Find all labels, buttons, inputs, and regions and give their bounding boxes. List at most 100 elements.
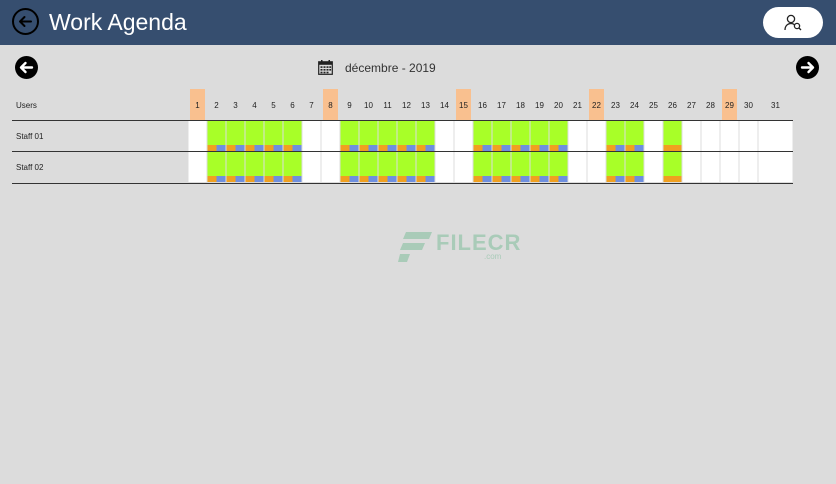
day-header-4[interactable]: 4: [252, 101, 257, 110]
agenda-cell-1-5[interactable]: [264, 121, 283, 151]
agenda-cell-2-4[interactable]: [245, 152, 264, 182]
day-header-5[interactable]: 5: [271, 101, 276, 110]
agenda-cell-2-9[interactable]: [340, 152, 359, 182]
agenda-cell-2-7[interactable]: [302, 152, 321, 182]
watermark: FILECR .com: [398, 230, 520, 268]
day-header-29[interactable]: 29: [725, 101, 734, 110]
agenda-cell-1-23[interactable]: [606, 121, 625, 151]
day-header-21[interactable]: 21: [573, 101, 582, 110]
day-header-20[interactable]: 20: [554, 101, 563, 110]
agenda-cell-1-24[interactable]: [625, 121, 644, 151]
day-header-31[interactable]: 31: [771, 101, 780, 110]
agenda-cell-1-16[interactable]: [473, 121, 492, 151]
day-header-12[interactable]: 12: [402, 101, 411, 110]
agenda-cell-2-22[interactable]: [587, 152, 606, 182]
agenda-cell-1-30[interactable]: [739, 121, 758, 151]
day-header-11[interactable]: 11: [383, 101, 392, 110]
day-header-15[interactable]: 15: [459, 101, 468, 110]
day-header-19[interactable]: 19: [535, 101, 544, 110]
agenda-cell-2-23[interactable]: [606, 152, 625, 182]
agenda-cell-2-27[interactable]: [682, 152, 701, 182]
agenda-cell-1-3[interactable]: [226, 121, 245, 151]
agenda-cell-1-18[interactable]: [511, 121, 530, 151]
agenda-cell-2-12[interactable]: [397, 152, 416, 182]
day-header-10[interactable]: 10: [364, 101, 373, 110]
agenda-cell-2-11[interactable]: [378, 152, 397, 182]
agenda-cell-1-25[interactable]: [644, 121, 663, 151]
agenda-cell-1-7[interactable]: [302, 121, 321, 151]
agenda-cell-2-28[interactable]: [701, 152, 720, 182]
agenda-cell-2-14[interactable]: [435, 152, 454, 182]
agenda-cell-1-31[interactable]: [758, 121, 793, 151]
agenda-cell-1-11[interactable]: [378, 121, 397, 151]
agenda-cell-1-1[interactable]: [188, 121, 207, 151]
agenda-cell-2-16[interactable]: [473, 152, 492, 182]
day-header-13[interactable]: 13: [421, 101, 430, 110]
agenda-cell-2-17[interactable]: [492, 152, 511, 182]
day-header-22[interactable]: 22: [592, 101, 601, 110]
day-header-8[interactable]: 8: [328, 101, 333, 110]
agenda-cell-1-20[interactable]: [549, 121, 568, 151]
day-header-2[interactable]: 2: [214, 101, 219, 110]
agenda-cell-1-12[interactable]: [397, 121, 416, 151]
agenda-cell-1-29[interactable]: [720, 121, 739, 151]
agenda-cell-2-21[interactable]: [568, 152, 587, 182]
agenda-cell-2-18[interactable]: [511, 152, 530, 182]
agenda-cell-2-24[interactable]: [625, 152, 644, 182]
slot-orange: [245, 145, 255, 151]
agenda-cell-2-29[interactable]: [720, 152, 739, 182]
agenda-cell-1-28[interactable]: [701, 121, 720, 151]
agenda-cell-2-31[interactable]: [758, 152, 793, 182]
day-header-9[interactable]: 9: [347, 101, 352, 110]
day-header-28[interactable]: 28: [706, 101, 715, 110]
agenda-cell-1-27[interactable]: [682, 121, 701, 151]
day-header-17[interactable]: 17: [497, 101, 506, 110]
agenda-cell-1-13[interactable]: [416, 121, 435, 151]
back-button[interactable]: [12, 8, 39, 35]
agenda-cell-2-13[interactable]: [416, 152, 435, 182]
agenda-cell-1-6[interactable]: [283, 121, 302, 151]
day-header-1[interactable]: 1: [195, 101, 200, 110]
day-header-14[interactable]: 14: [440, 101, 449, 110]
agenda-cell-1-9[interactable]: [340, 121, 359, 151]
day-header-3[interactable]: 3: [233, 101, 238, 110]
agenda-cell-2-3[interactable]: [226, 152, 245, 182]
agenda-cell-2-15[interactable]: [454, 152, 473, 182]
day-header-25[interactable]: 25: [649, 101, 658, 110]
day-header-24[interactable]: 24: [630, 101, 639, 110]
day-header-18[interactable]: 18: [516, 101, 525, 110]
day-header-7[interactable]: 7: [309, 101, 314, 110]
agenda-cell-1-19[interactable]: [530, 121, 549, 151]
slot-orange: [397, 145, 407, 151]
day-header-23[interactable]: 23: [611, 101, 620, 110]
day-header-26[interactable]: 26: [668, 101, 677, 110]
agenda-cell-2-1[interactable]: [188, 152, 207, 182]
agenda-cell-2-30[interactable]: [739, 152, 758, 182]
agenda-cell-2-5[interactable]: [264, 152, 283, 182]
agenda-cell-1-15[interactable]: [454, 121, 473, 151]
agenda-cell-1-21[interactable]: [568, 121, 587, 151]
agenda-cell-1-26[interactable]: [663, 121, 682, 151]
agenda-cell-2-20[interactable]: [549, 152, 568, 182]
next-month-button[interactable]: [796, 56, 819, 79]
agenda-cell-2-25[interactable]: [644, 152, 663, 182]
day-header-16[interactable]: 16: [478, 101, 487, 110]
agenda-cell-2-26[interactable]: [663, 152, 682, 182]
agenda-cell-1-8[interactable]: [321, 121, 340, 151]
day-header-30[interactable]: 30: [744, 101, 753, 110]
previous-month-button[interactable]: [15, 56, 38, 79]
agenda-cell-1-22[interactable]: [587, 121, 606, 151]
agenda-cell-1-14[interactable]: [435, 121, 454, 151]
agenda-cell-1-4[interactable]: [245, 121, 264, 151]
day-header-27[interactable]: 27: [687, 101, 696, 110]
agenda-cell-2-10[interactable]: [359, 152, 378, 182]
agenda-cell-2-6[interactable]: [283, 152, 302, 182]
agenda-cell-2-8[interactable]: [321, 152, 340, 182]
agenda-cell-1-17[interactable]: [492, 121, 511, 151]
agenda-cell-1-10[interactable]: [359, 121, 378, 151]
day-header-6[interactable]: 6: [290, 101, 295, 110]
agenda-cell-2-19[interactable]: [530, 152, 549, 182]
user-search-button[interactable]: [763, 7, 823, 38]
agenda-cell-1-2[interactable]: [207, 121, 226, 151]
agenda-cell-2-2[interactable]: [207, 152, 226, 182]
